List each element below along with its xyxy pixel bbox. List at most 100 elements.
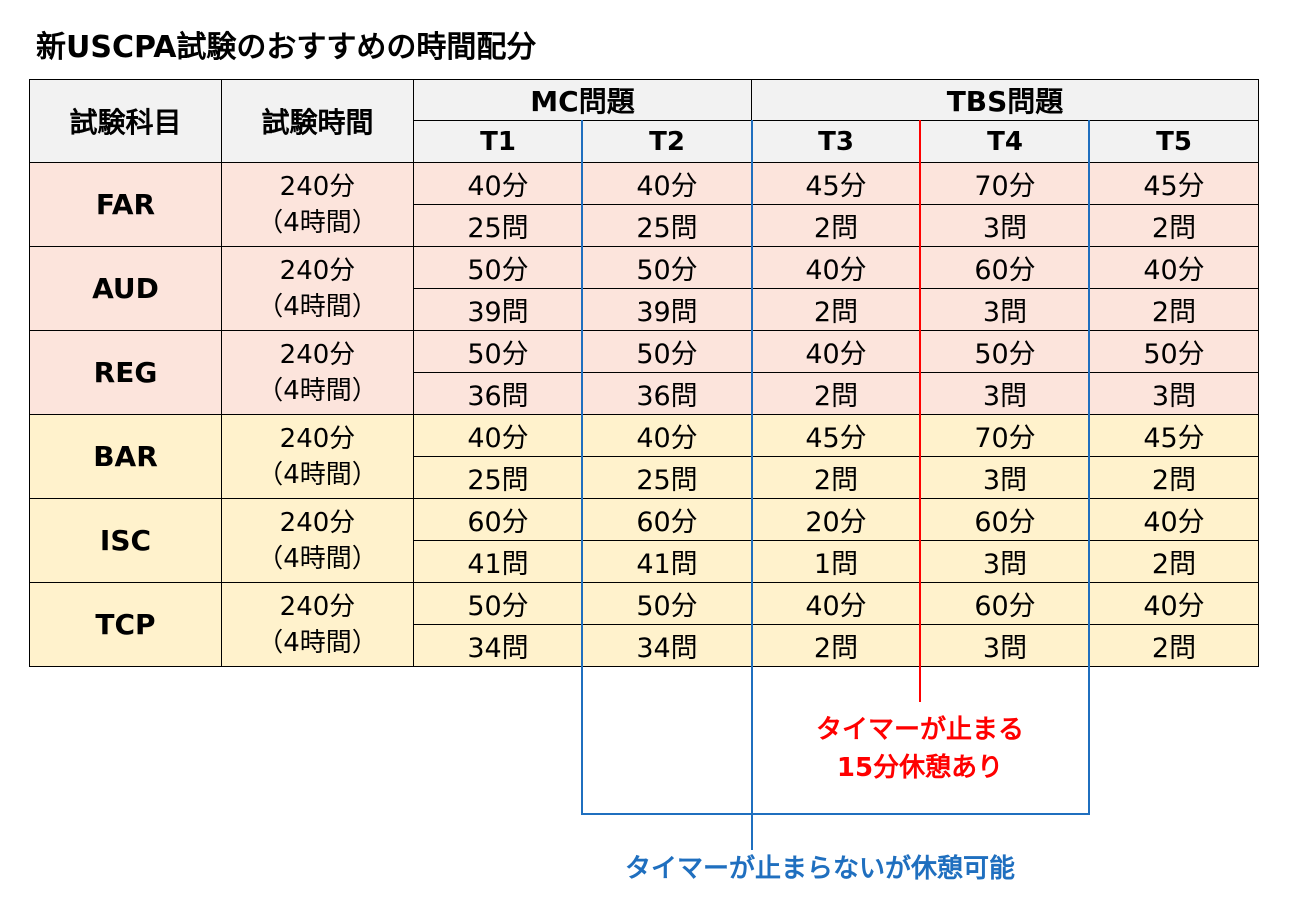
exam-time-hours: （4時間）	[257, 291, 378, 322]
table-row: REG 240分 （4時間） 50分 50分 40分 50分 50分	[29, 330, 1259, 415]
testlet-minutes-cell: 70分	[920, 162, 1090, 205]
testlet-minutes-cell: 60分	[920, 498, 1090, 541]
table-row: ISC 240分 （4時間） 60分 60分 20分 60分 40分	[29, 498, 1259, 583]
testlet-header: T4	[920, 120, 1090, 163]
exam-time-hours: （4時間）	[257, 543, 378, 574]
testlet-minutes-cell: 40分	[413, 414, 583, 457]
testlet-minutes-cell: 40分	[1089, 246, 1259, 289]
testlet-questions-cell: 2問	[751, 456, 921, 499]
table-row: 41問 41問 1問 3問 2問	[30, 540, 1259, 583]
testlet-questions-cell: 2問	[1089, 624, 1259, 667]
exam-time-minutes: 240分	[279, 423, 356, 454]
testlet-minutes-cell: 20分	[751, 498, 921, 541]
testlet-minutes-cell: 50分	[413, 330, 583, 373]
testlet-questions-cell: 25問	[582, 204, 752, 247]
testlet-minutes-cell: 50分	[1089, 330, 1259, 373]
testlet-questions-cell: 25問	[413, 204, 583, 247]
table-row: TCP 240分 （4時間） 50分 50分 40分 60分 40分	[29, 582, 1259, 667]
testlet-minutes-cell: 45分	[1089, 162, 1259, 205]
testlet-questions-cell: 25問	[413, 456, 583, 499]
testlet-questions-cell: 39問	[582, 288, 752, 331]
exam-time-cell: 240分 （4時間）	[221, 582, 414, 667]
testlet-header: T3	[751, 120, 921, 163]
testlet-header: T1	[413, 120, 583, 163]
timer-stop-note: タイマーが止まる 15分休憩あり	[780, 711, 1060, 787]
testlet-questions-cell: 2問	[751, 204, 921, 247]
testlet-questions-cell: 3問	[920, 540, 1090, 583]
testlet-questions-cell: 3問	[920, 288, 1090, 331]
mc-group-header: MC問題	[413, 79, 752, 121]
exam-time-cell: 240分 （4時間）	[221, 246, 414, 331]
testlet-minutes-cell: 50分	[920, 330, 1090, 373]
testlet-questions-cell: 3問	[1089, 372, 1259, 415]
testlet-minutes-cell: 60分	[920, 582, 1090, 625]
exam-time-hours: （4時間）	[257, 207, 378, 238]
page-title: 新USCPA試験のおすすめの時間配分	[36, 30, 537, 65]
timer-continue-note: タイマーが止まらないが休憩可能	[624, 854, 1015, 884]
testlet-questions-cell: 41問	[582, 540, 752, 583]
testlet-questions-cell: 2問	[1089, 540, 1259, 583]
exam-time-minutes: 240分	[279, 255, 356, 286]
testlet-minutes-cell: 40分	[582, 414, 752, 457]
testlet-minutes-cell: 40分	[751, 582, 921, 625]
testlet-minutes-cell: 60分	[413, 498, 583, 541]
testlet-minutes-cell: 50分	[582, 246, 752, 289]
testlet-minutes-cell: 50分	[413, 246, 583, 289]
testlet-questions-cell: 36問	[413, 372, 583, 415]
testlet-questions-cell: 3問	[920, 624, 1090, 667]
exam-time-minutes: 240分	[279, 591, 356, 622]
mc-break-line-left	[581, 120, 583, 815]
time-allocation-table: 試験科目 試験時間 MC問題 TBS問題 T1 T2 T3 T4 T5 FAR 2…	[29, 79, 1259, 667]
subject-header: 試験科目	[29, 79, 222, 163]
testlet-minutes-cell: 60分	[582, 498, 752, 541]
break-line-red	[919, 120, 921, 702]
exam-time-hours: （4時間）	[257, 375, 378, 406]
tbs-break-line-right	[1088, 120, 1090, 815]
testlet-minutes-cell: 40分	[751, 246, 921, 289]
subject-cell: REG	[29, 330, 222, 415]
exam-time-cell: 240分 （4時間）	[221, 330, 414, 415]
testlet-minutes-cell: 50分	[582, 582, 752, 625]
exam-time-hours: （4時間）	[257, 459, 378, 490]
testlet-minutes-cell: 45分	[1089, 414, 1259, 457]
table-row: 34問 34問 2問 3問 2問	[30, 624, 1259, 667]
testlet-questions-cell: 2問	[1089, 204, 1259, 247]
testlet-questions-cell: 3問	[920, 456, 1090, 499]
testlet-questions-cell: 34問	[582, 624, 752, 667]
testlet-minutes-cell: 50分	[413, 582, 583, 625]
testlet-questions-cell: 34問	[413, 624, 583, 667]
break-15min-text: 15分休憩あり	[836, 753, 1004, 783]
time-header: 試験時間	[221, 79, 414, 163]
testlet-questions-cell: 1問	[751, 540, 921, 583]
testlet-header: T5	[1089, 120, 1259, 163]
table-row: 25問 25問 2問 3問 2問	[30, 204, 1259, 247]
timer-stop-text: タイマーが止まる	[815, 715, 1024, 745]
testlet-minutes-cell: 40分	[413, 162, 583, 205]
blue-center-line	[751, 120, 753, 850]
testlet-minutes-cell: 45分	[751, 414, 921, 457]
table-row: 39問 39問 2問 3問 2問	[30, 288, 1259, 331]
exam-time-cell: 240分 （4時間）	[221, 414, 414, 499]
testlet-questions-cell: 2問	[751, 372, 921, 415]
testlet-minutes-cell: 40分	[751, 330, 921, 373]
testlet-questions-cell: 41問	[413, 540, 583, 583]
exam-time-minutes: 240分	[279, 507, 356, 538]
testlet-minutes-cell: 40分	[582, 162, 752, 205]
testlet-minutes-cell: 45分	[751, 162, 921, 205]
testlet-questions-cell: 2問	[751, 288, 921, 331]
testlet-minutes-cell: 50分	[582, 330, 752, 373]
table-row: FAR 240分 （4時間） 40分 40分 45分 70分 45分	[29, 162, 1259, 247]
testlet-questions-cell: 2問	[1089, 456, 1259, 499]
subject-cell: ISC	[29, 498, 222, 583]
subject-cell: FAR	[29, 162, 222, 247]
table-row: BAR 240分 （4時間） 40分 40分 45分 70分 45分	[29, 414, 1259, 499]
tbs-group-header: TBS問題	[751, 79, 1259, 121]
testlet-minutes-cell: 70分	[920, 414, 1090, 457]
subject-cell: BAR	[29, 414, 222, 499]
exam-time-hours: （4時間）	[257, 627, 378, 658]
exam-time-minutes: 240分	[279, 339, 356, 370]
testlet-questions-cell: 3問	[920, 372, 1090, 415]
exam-time-minutes: 240分	[279, 171, 356, 202]
testlet-questions-cell: 25問	[582, 456, 752, 499]
testlet-minutes-cell: 40分	[1089, 582, 1259, 625]
